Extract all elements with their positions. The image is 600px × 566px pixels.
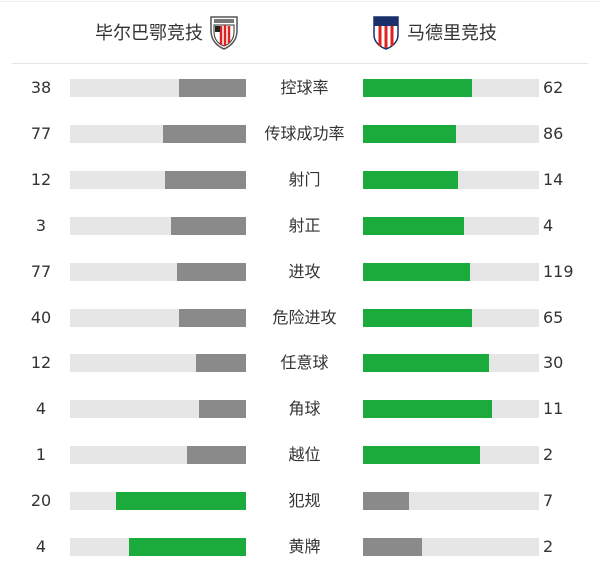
home-bar-fill [128,538,246,556]
home-team[interactable]: 毕尔巴鄂竞技 [95,14,245,50]
stat-row: 77 进攻 119 [0,262,600,282]
home-team-name: 毕尔巴鄂竞技 [95,23,203,44]
stat-label: 危险进攻 [272,307,337,327]
home-bar-track [70,538,246,556]
away-bar-fill [363,79,473,97]
away-bar-track [363,79,539,97]
away-bar-track [363,124,539,143]
home-value: 77 [30,123,52,143]
away-bar-fill [363,262,470,281]
stat-label: 犯规 [288,491,321,511]
stat-row: 40 危险进攻 65 [0,308,600,328]
away-bar-track [363,216,539,235]
atletico-madrid-crest-icon [373,16,399,50]
stat-row: 1 越位 2 [0,445,600,465]
away-bar-track [363,538,539,556]
away-value: 62 [543,78,564,97]
away-value: 30 [543,353,564,373]
home-value: 4 [35,399,47,419]
home-value: 38 [30,78,52,97]
stat-row: 4 黄牌 2 [0,537,600,557]
stat-label: 控球率 [280,78,329,97]
stat-label: 进攻 [288,261,321,281]
stat-label: 角球 [288,399,321,419]
stat-row: 3 射正 4 [0,216,600,236]
stat-row: 4 角球 11 [0,399,600,419]
away-bar-fill [363,538,422,556]
home-value: 77 [30,261,52,281]
header-divider [12,63,588,64]
home-bar-fill [187,446,246,465]
stat-label: 传球成功率 [264,123,345,143]
away-value: 2 [543,537,554,556]
away-bar-track [363,446,539,465]
home-value: 12 [30,169,52,189]
stat-label: 越位 [288,445,321,465]
away-value: 2 [543,445,554,465]
away-bar-fill [363,170,458,189]
stat-row: 77 传球成功率 86 [0,124,600,144]
away-value: 7 [543,491,554,511]
home-value: 40 [30,307,52,327]
top-divider [0,1,600,2]
home-value: 1 [35,445,47,465]
home-bar-track [70,446,246,465]
home-bar-track [70,216,246,235]
away-bar-fill [363,354,489,373]
home-value: 4 [35,537,47,556]
away-bar-track [363,492,539,511]
away-bar-track [363,262,539,281]
away-bar-fill [363,308,472,327]
home-bar-track [70,308,246,327]
stat-label: 射正 [288,215,321,235]
home-bar-fill [199,400,246,419]
away-bar-track [363,400,539,419]
stat-label: 黄牌 [288,537,321,556]
away-bar-fill [363,492,409,511]
home-bar-fill [164,170,246,189]
away-bar-track [363,354,539,373]
home-bar-fill [170,216,246,235]
away-value: 119 [543,261,574,281]
home-bar-fill [162,124,246,143]
away-bar-fill [363,400,493,419]
stat-row: 20 犯规 7 [0,491,600,511]
home-bar-fill [176,262,246,281]
home-bar-track [70,79,246,97]
stat-label: 任意球 [280,353,329,373]
away-bar-fill [363,446,481,465]
home-bar-fill [178,308,246,327]
home-bar-track [70,124,246,143]
home-bar-track [70,170,246,189]
away-value: 11 [543,399,564,419]
away-bar-fill [363,216,464,235]
stat-row: 12 任意球 30 [0,353,600,373]
home-value: 3 [35,215,47,235]
away-bar-track [363,170,539,189]
away-bar-fill [363,124,456,143]
away-value: 14 [543,169,564,189]
away-team[interactable]: 马德里竞技 [365,14,497,50]
away-value: 4 [543,215,554,235]
home-bar-track [70,400,246,419]
home-bar-track [70,492,246,511]
home-value: 20 [30,491,52,511]
home-bar-track [70,262,246,281]
stat-label: 射门 [288,169,321,189]
stat-row: 12 射门 14 [0,170,600,190]
home-bar-fill [195,354,246,373]
away-team-name: 马德里竞技 [407,23,497,44]
away-bar-track [363,308,539,327]
stat-row: 38 控球率 62 [0,78,600,98]
away-value: 65 [543,307,564,327]
away-value: 86 [543,123,564,143]
match-header: 毕尔巴鄂竞技 马德里竞技 [0,0,600,63]
home-bar-track [70,354,246,373]
home-bar-fill [115,492,246,511]
home-value: 12 [30,353,52,373]
athletic-bilbao-crest-icon [210,16,238,50]
home-bar-fill [179,79,246,97]
